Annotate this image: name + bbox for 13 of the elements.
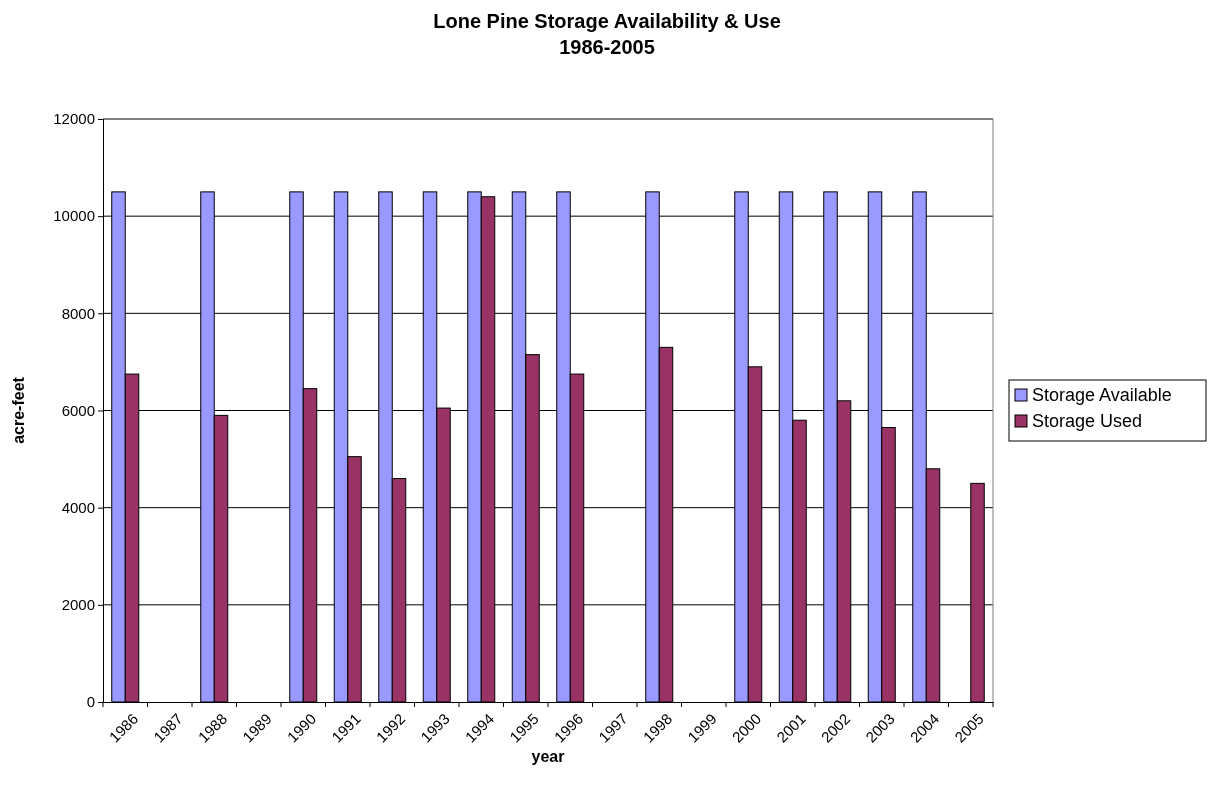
- legend-label: Storage Available: [1032, 385, 1172, 405]
- chart-subtitle: 1986-2005: [559, 36, 655, 58]
- y-axis-title: acre-feet: [10, 376, 27, 444]
- x-axis-title: year: [531, 748, 565, 765]
- y-tick-label: 10000: [53, 207, 95, 225]
- y-tick-label: 6000: [61, 401, 95, 419]
- y-tick-label: 12000: [53, 110, 95, 128]
- y-tick-label: 4000: [61, 498, 95, 516]
- chart-title: Lone Pine Storage Availability & Use: [433, 10, 781, 32]
- y-tick-label: 8000: [61, 304, 95, 322]
- y-tick-label: 0: [86, 693, 95, 711]
- legend-label: Storage Used: [1032, 411, 1143, 431]
- y-tick-label: 2000: [61, 596, 95, 614]
